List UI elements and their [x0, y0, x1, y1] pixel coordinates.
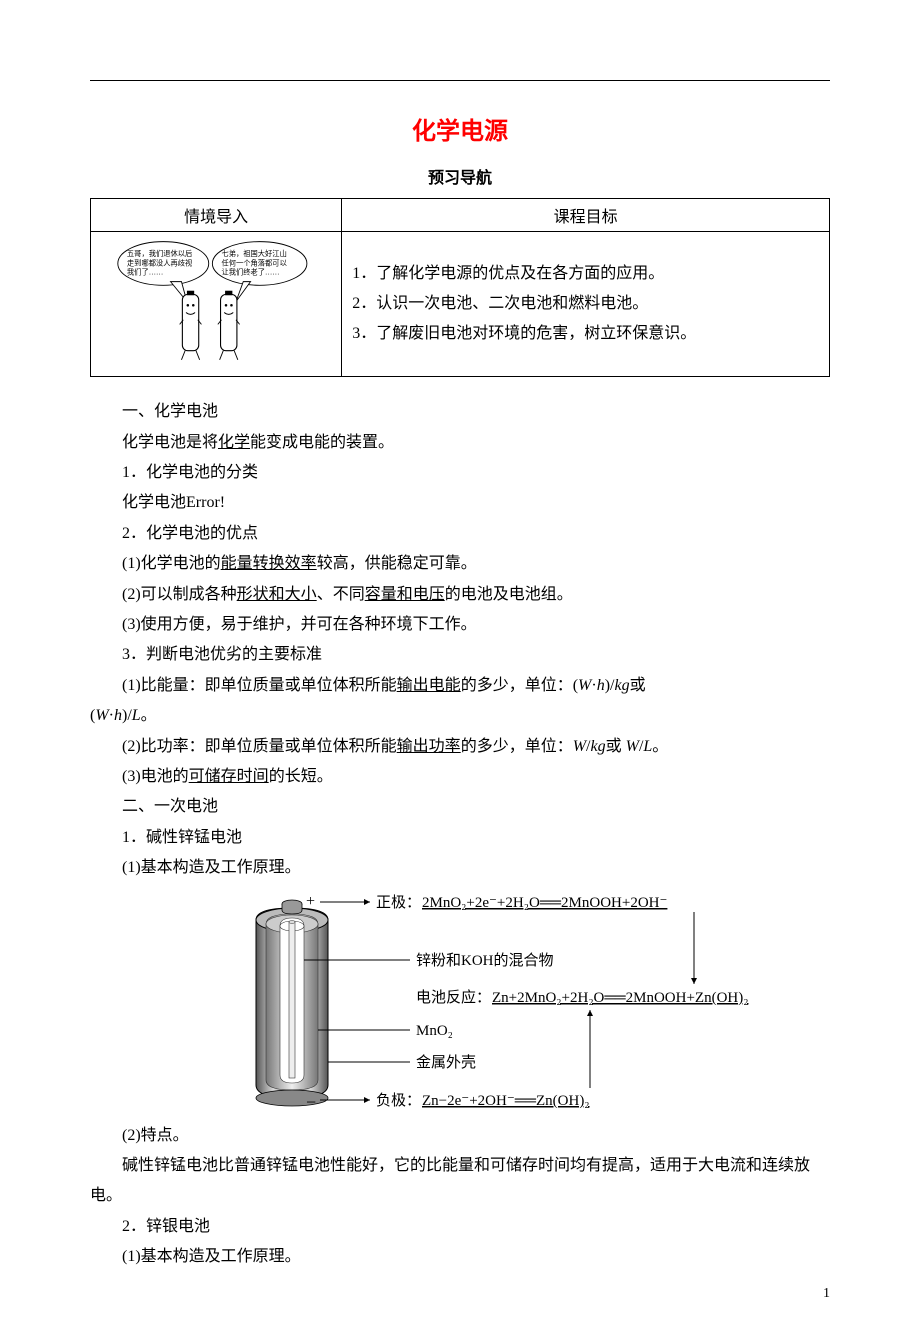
- h-sec1: 一、化学电池: [90, 397, 830, 427]
- goals-cell: 1．了解化学电源的优点及在各方面的应用。 2．认识一次电池、二次电池和燃料电池。…: [342, 232, 830, 377]
- battery-diagram: + − 正极： 2MnO₂+2e⁻+2H₂O══2MnOOH+2OH⁻ 锌粉和K…: [90, 890, 830, 1115]
- battery-right-icon: [218, 291, 240, 360]
- p8: 3．判断电池优劣的主要标准: [90, 640, 830, 670]
- p5: (1)化学电池的能量转换效率较高，供能稳定可靠。: [90, 549, 830, 579]
- header-rule: [90, 80, 830, 81]
- bubble-right-1: 七弟，祖国大好江山: [222, 249, 287, 258]
- bubble-right-2: 任何一个角落都可以: [222, 258, 288, 267]
- goal-2: 2．认识一次电池、二次电池和燃料电池。: [352, 289, 819, 319]
- goals-table: 情境导入 课程目标 五哥，我们退休以后 走到哪都没人再歧视 我们了…… 七弟，祖…: [90, 198, 830, 377]
- goal-3: 3．了解废旧电池对环境的危害，树立环保意识。: [352, 319, 819, 349]
- p4: 2．化学电池的优点: [90, 519, 830, 549]
- pos-eq: 2MnO₂+2e⁻+2H₂O══2MnOOH+2OH⁻: [422, 895, 667, 911]
- p18: (1)基本构造及工作原理。: [90, 1242, 830, 1272]
- p1: 化学电池是将化学能变成电能的装置。: [90, 428, 830, 458]
- body-text-2: (2)特点。 碱性锌锰电池比普通锌锰电池性能好，它的比能量和可储存时间均有提高，…: [90, 1121, 830, 1273]
- bubble-left-2: 走到哪都没人再歧视: [127, 258, 192, 267]
- mix-label: 锌粉和KOH的混合物: [416, 952, 554, 969]
- page-subtitle: 预习导航: [90, 164, 830, 188]
- p7: (3)使用方便，易于维护，并可在各种环境下工作。: [90, 610, 830, 640]
- minus-label: −: [306, 1092, 316, 1110]
- case-label: 金属外壳: [416, 1054, 476, 1071]
- page-title: 化学电源: [90, 111, 830, 146]
- p12: (3)电池的可储存时间的长短。: [90, 762, 830, 792]
- th-goals: 课程目标: [342, 199, 830, 232]
- p17: 2．锌银电池: [90, 1212, 830, 1242]
- neg-eq: Zn−2e⁻+2OH⁻══Zn(OH)₂: [422, 1093, 590, 1109]
- p13: 1．碱性锌锰电池: [90, 823, 830, 853]
- th-intro: 情境导入: [91, 199, 342, 232]
- cartoon-svg: 五哥，我们退休以后 走到哪都没人再歧视 我们了…… 七弟，祖国大好江山 任何一个…: [116, 238, 316, 365]
- cell-eq: Zn+2MnO₂+2H₂O══2MnOOH+Zn(OH)₂: [492, 990, 748, 1006]
- goal-1: 1．了解化学电源的优点及在各方面的应用。: [352, 259, 819, 289]
- bubble-right-3: 让我们终老了……: [222, 267, 280, 276]
- cell-label: 电池反应：: [416, 988, 491, 1006]
- mno2-label: MnO₂: [416, 1023, 453, 1039]
- bubble-left-3: 我们了……: [127, 267, 163, 276]
- p6: (2)可以制成各种形状和大小、不同容量和电压的电池及电池组。: [90, 580, 830, 610]
- pos-label: 正极：: [376, 894, 421, 911]
- h-sec2: 二、一次电池: [90, 792, 830, 822]
- bubble-left-1: 五哥，我们退休以后: [127, 249, 192, 258]
- p3: 化学电池Error!: [90, 488, 830, 518]
- p10: (W·h)/L。: [90, 701, 830, 731]
- battery-left-icon: [180, 291, 202, 360]
- body-text: 一、化学电池 化学电池是将化学能变成电能的装置。 1．化学电池的分类 化学电池E…: [90, 397, 830, 883]
- neg-label: 负极：: [376, 1092, 421, 1109]
- p9: (1)比能量：即单位质量或单位体积所能输出电能的多少，单位：(W·h)/kg或: [90, 671, 830, 701]
- p15: (2)特点。: [90, 1121, 830, 1151]
- p2: 1．化学电池的分类: [90, 458, 830, 488]
- cartoon-cell: 五哥，我们退休以后 走到哪都没人再歧视 我们了…… 七弟，祖国大好江山 任何一个…: [91, 232, 342, 377]
- p11: (2)比功率：即单位质量或单位体积所能输出功率的多少，单位：W/kg或 W/L。: [90, 732, 830, 762]
- plus-label: +: [306, 893, 315, 910]
- p16: 碱性锌锰电池比普通锌锰电池性能好，它的比能量和可储存时间均有提高，适用于大电流和…: [90, 1151, 830, 1212]
- page-number: 1: [823, 1286, 830, 1302]
- p14: (1)基本构造及工作原理。: [90, 853, 830, 883]
